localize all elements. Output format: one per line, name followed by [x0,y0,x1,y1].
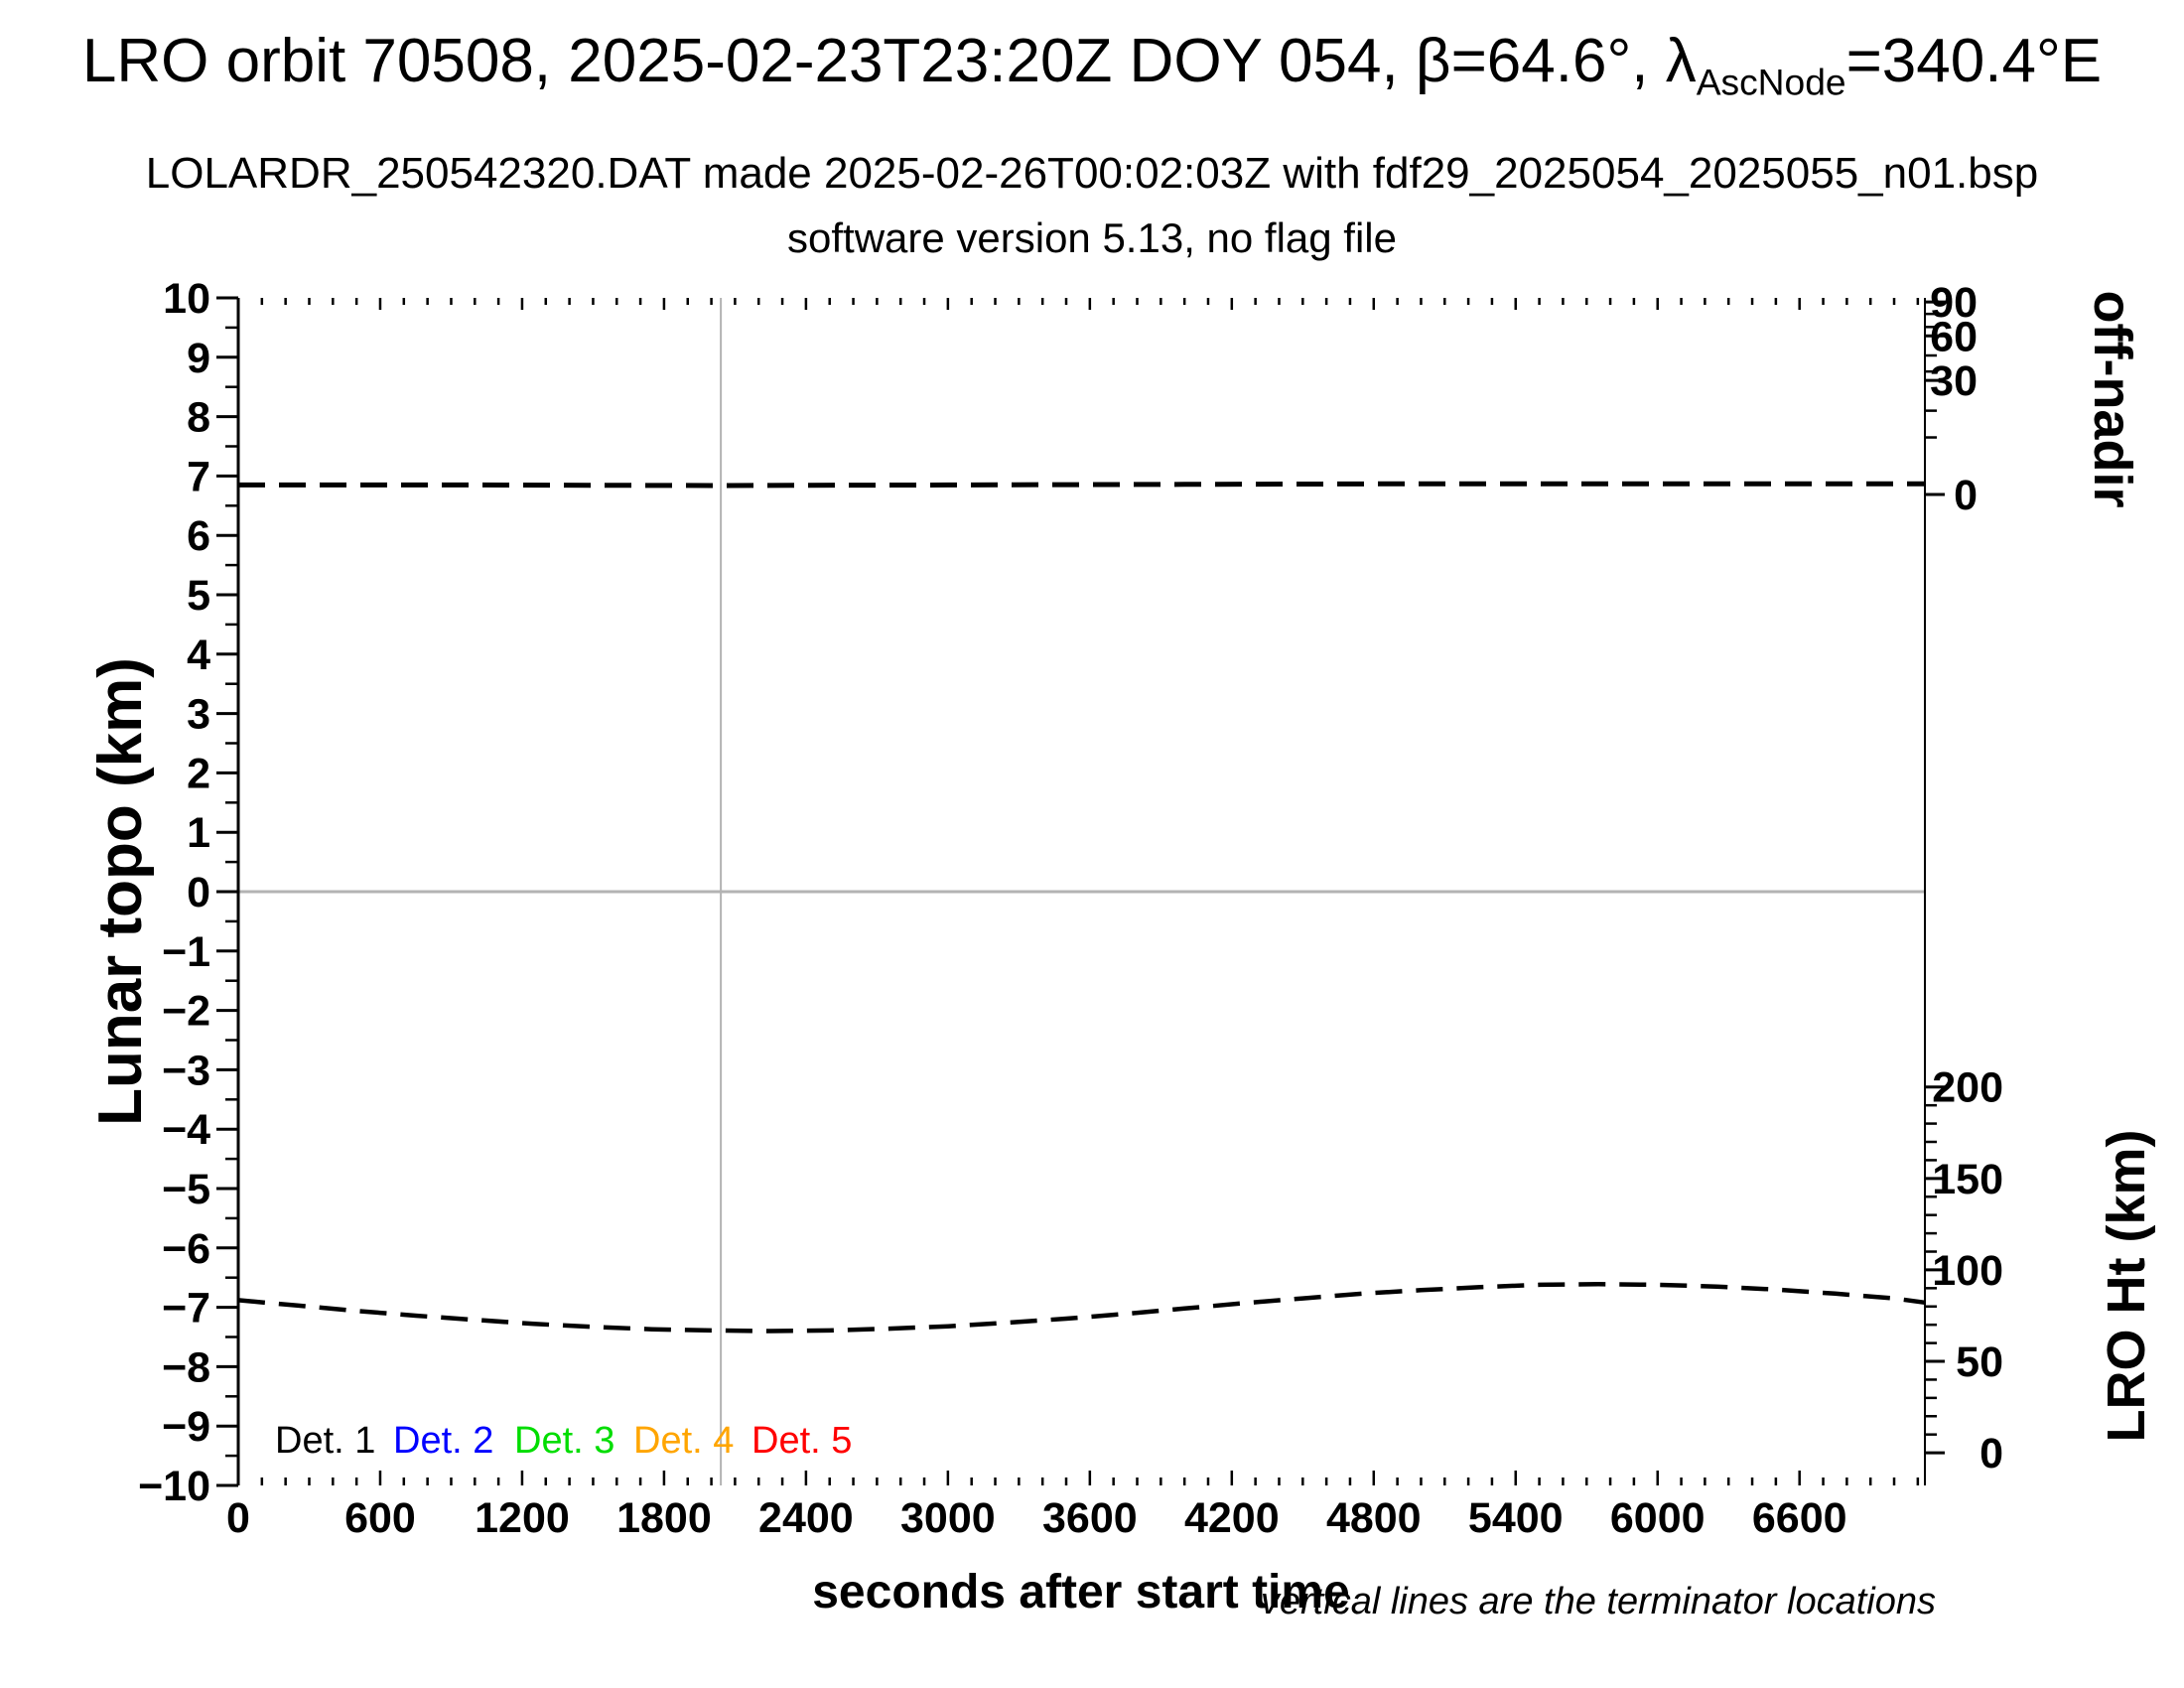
title-main: LRO orbit 70508, 2025-02-23T23:20Z DOY 0… [81,27,1697,95]
legend-item-det-2: Det. 2 [393,1420,494,1462]
x-tick-label: 4800 [1326,1494,1422,1542]
x-tick-label: 0 [226,1494,250,1542]
off-nadir-tick-label: 60 [1930,313,1978,360]
y-left-tick-label: 2 [187,750,210,797]
y-left-tick-label: −3 [162,1047,210,1094]
y-left-tick-label: 1 [187,809,210,857]
x-tick-label: 6000 [1610,1494,1706,1542]
y-left-tick-label: −7 [162,1285,210,1333]
y-left-tick-label: −4 [162,1106,210,1154]
x-tick-label: 5400 [1468,1494,1564,1542]
y-left-tick-label: 4 [187,632,210,679]
x-tick-label: 2400 [758,1494,854,1542]
legend-item-det-4: Det. 4 [633,1420,735,1462]
lro-ht-tick-label: 100 [1932,1247,2003,1295]
y-left-tick-label: −6 [162,1225,210,1273]
y-left-tick-label: 9 [187,335,210,382]
y-left-tick-label: −2 [162,988,210,1036]
y-axis-title-lunar-topo: Lunar topo (km) [86,657,155,1126]
y-left-tick-label: 8 [187,394,210,442]
lro-ht-tick-label: 0 [1979,1430,2003,1477]
y-axis-title-off-nadir: off-nadir [2083,290,2142,508]
y-left-tick-label: −1 [162,928,210,976]
title-subscript: AscNode [1696,61,1846,103]
y-left-tick-label: −8 [162,1343,210,1391]
x-tick-label: 1200 [475,1494,570,1542]
lro-ht-tick-label: 200 [1932,1064,2003,1112]
x-tick-label: 600 [344,1494,416,1542]
subtitle-software-version: software version 5.13, no flag file [786,214,1398,261]
off-nadir-tick-label: 90 [1930,279,1978,327]
lro-ht-tick-label: 50 [1956,1338,2003,1386]
y-left-tick-label: 3 [187,691,210,739]
y-left-tick-label: −5 [162,1166,210,1213]
page-title: LRO orbit 70508, 2025-02-23T23:20Z DOY 0… [81,26,2103,100]
x-tick-label: 3000 [900,1494,996,1542]
y-left-tick-label: 0 [187,869,210,916]
legend-item-det-3: Det. 3 [514,1420,615,1462]
series-lro-height-line [237,1282,1926,1334]
legend-item-det-5: Det. 5 [751,1420,853,1462]
subtitle-datafile: LOLARDR_250542320.DAT made 2025-02-26T00… [145,149,2039,198]
x-tick-label: 3600 [1042,1494,1138,1542]
lro-ht-tick-label: 150 [1932,1156,2003,1203]
x-tick-label: 6600 [1752,1494,1847,1542]
x-tick-label: 1800 [616,1494,712,1542]
off-nadir-tick-label: 30 [1930,357,1978,405]
legend-item-det-1: Det. 1 [275,1420,376,1462]
y-left-tick-label: 5 [187,572,210,620]
x-tick-label: 4200 [1184,1494,1280,1542]
terminator-footnote: vertical lines are the terminator locati… [1260,1581,1936,1622]
y-left-tick-label: 6 [187,512,210,560]
y-left-tick-label: −10 [138,1463,210,1510]
y-left-tick-label: 7 [187,453,210,500]
x-axis-title: seconds after start time [812,1566,1350,1618]
series-off-nadir-line [238,481,1925,489]
off-nadir-tick-label: 0 [1954,472,1978,519]
detector-legend: Det. 1 Det. 2 Det. 3 Det. 4 Det. 5 [0,1420,2184,1470]
title-suffix: =340.4°E [1845,27,2103,95]
y-left-tick-label: 10 [163,275,210,323]
y-left-tick-label: −9 [162,1403,210,1451]
